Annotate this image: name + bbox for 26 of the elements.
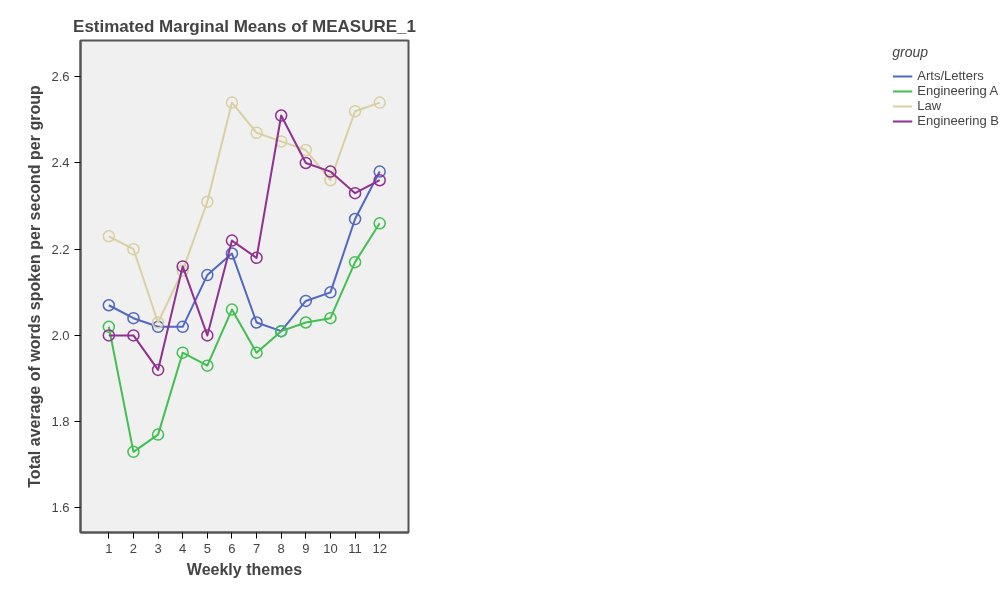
legend-label: Engineering B <box>917 113 999 128</box>
x-tick-label: 7 <box>252 540 261 556</box>
x-tick-label: 8 <box>277 540 285 556</box>
x-axis-title: Weekly themes <box>186 560 303 578</box>
x-tick-label: 4 <box>179 540 187 556</box>
legend-title: group <box>892 44 930 60</box>
y-tick-label: 2.6 <box>51 69 70 85</box>
y-tick-label: 1.6 <box>51 500 70 516</box>
x-tick-label: 3 <box>154 540 162 556</box>
y-tick-label: 2.4 <box>51 155 70 171</box>
x-tick-label: 5 <box>203 540 211 556</box>
y-tick-label: 2.2 <box>51 241 70 257</box>
x-tick-label: 12 <box>372 540 387 556</box>
y-axis-title: Total average of words spoken per second per group <box>26 85 44 488</box>
chart-title: Estimated Marginal Means of MEASURE_1 <box>73 16 416 36</box>
y-tick-label: 1.8 <box>51 414 70 430</box>
y-tick-label: 2.0 <box>51 327 70 343</box>
x-tick-label: 2 <box>129 540 138 556</box>
x-tick-label: 9 <box>302 540 310 556</box>
x-tick-label: 1 <box>105 540 113 556</box>
x-tick-label: 10 <box>323 540 338 556</box>
x-tick-label: 6 <box>228 540 236 556</box>
legend-label: Arts/Letters <box>917 68 984 83</box>
legend-label: Law <box>917 98 942 113</box>
x-tick-label: 11 <box>348 540 362 556</box>
legend-label: Engineering A <box>917 83 999 98</box>
